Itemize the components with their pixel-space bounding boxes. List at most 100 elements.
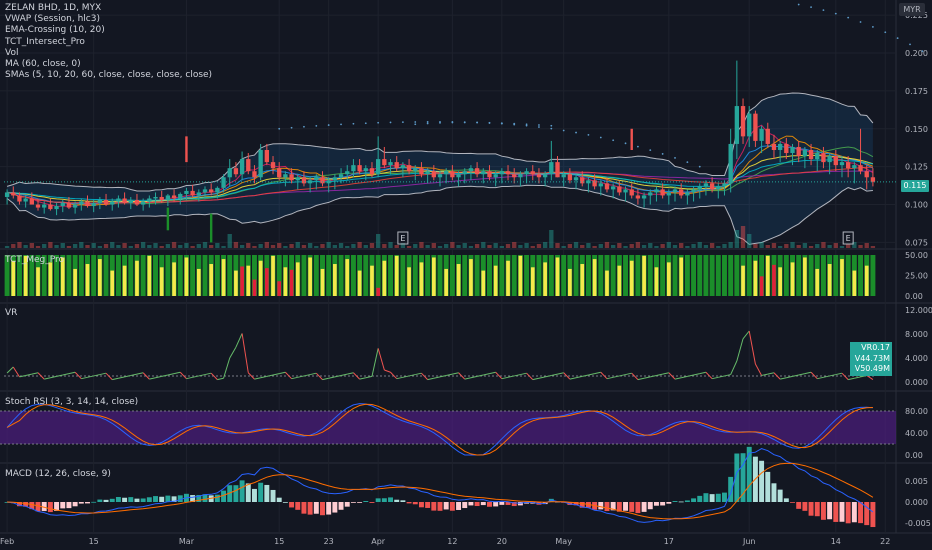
vr-readout: VR0.17 V44.73M V50.49M — [850, 342, 892, 376]
vr-pane-label[interactable]: VR — [5, 308, 18, 318]
vr-line-segment — [99, 372, 107, 376]
macd-histogram-bar — [381, 498, 387, 502]
volume-bar — [864, 243, 869, 248]
vwap-dot — [587, 134, 590, 136]
x-tick-label: 23 — [324, 537, 334, 546]
meg-bar — [858, 255, 864, 296]
volume-bar — [103, 244, 109, 248]
candle-body — [796, 146, 801, 157]
meg-bar — [16, 255, 22, 296]
candle-body — [128, 200, 133, 204]
meg-red-bar — [376, 287, 381, 296]
volume-bar — [542, 242, 548, 248]
candle-body — [42, 204, 47, 208]
macd-histogram-bar — [641, 502, 647, 512]
vr-line-segment — [742, 330, 750, 340]
intersect-marker — [166, 207, 170, 231]
volume-bar — [79, 242, 84, 248]
macd-histogram-bar — [78, 502, 84, 504]
macd-histogram-bar — [165, 495, 171, 502]
candle-body — [518, 174, 523, 178]
vwap-dot — [476, 121, 479, 124]
meg-bar — [820, 255, 826, 296]
macd-histogram-bar — [307, 502, 313, 515]
vr-line-segment — [173, 371, 181, 375]
legend-indicator-ma[interactable]: MA (60, close, 0) — [5, 59, 81, 70]
meg-yellow-bar — [741, 265, 745, 296]
vr-line-segment — [551, 373, 558, 376]
legend-indicator-vwap[interactable]: VWAP (Session, hlc3) — [5, 14, 100, 25]
vwap-dot — [624, 142, 627, 145]
volume-bar — [196, 244, 201, 248]
candle-body — [530, 171, 535, 175]
volume-bar — [666, 242, 671, 248]
vr-line-segment — [754, 363, 763, 376]
candle-body — [153, 196, 158, 199]
legend-indicator-smas[interactable]: SMAs (5, 10, 20, 60, close, close, close… — [5, 70, 213, 81]
meg-bar — [202, 255, 208, 296]
x-tick-label: 15 — [89, 537, 99, 546]
volume-bar — [555, 243, 560, 248]
volume-bar — [110, 242, 115, 248]
vwap-dot — [810, 6, 812, 9]
vr-line-segment — [507, 375, 515, 378]
vr-line-segment — [699, 371, 707, 375]
x-tick-label: 15 — [274, 537, 284, 546]
candle-body — [759, 128, 764, 141]
meg-yellow-bar — [617, 265, 622, 296]
volume-bar — [159, 246, 164, 248]
vr-line-segment — [841, 372, 849, 380]
currency-badge[interactable]: MYR — [899, 3, 925, 16]
x-tick-label: Mar — [179, 537, 195, 546]
volume-bar — [283, 246, 288, 248]
macd-histogram-bar — [276, 497, 282, 502]
volume-bar — [654, 246, 659, 248]
candle-body — [196, 192, 201, 196]
meg-bar — [709, 255, 715, 296]
meg-bar — [437, 255, 443, 296]
vr-line-segment — [786, 375, 793, 379]
volume-bar — [116, 245, 121, 248]
legend-indicator-tct-intersect[interactable]: TCT_Intersect_Pro — [5, 36, 85, 47]
volume-bar — [444, 244, 449, 248]
candle-body — [171, 195, 177, 199]
vr-line-segment — [712, 376, 719, 380]
stoch-tick-label: 80.00 — [905, 407, 928, 416]
macd-pane-label[interactable]: MACD (12, 26, close, 9) — [5, 469, 111, 479]
candle-body — [580, 177, 585, 184]
vwap-dot — [637, 145, 639, 148]
macd-histogram-bar — [796, 502, 802, 509]
meg-yellow-bar — [345, 259, 350, 296]
vwap-dot — [674, 157, 676, 159]
vwap-dot — [513, 123, 516, 126]
macd-histogram-bar — [326, 502, 332, 515]
volume-bar — [747, 234, 752, 248]
meg-yellow-bar — [530, 267, 535, 296]
intersect-marker — [209, 213, 213, 243]
volume-bar — [369, 243, 375, 248]
vr-line-segment — [74, 371, 82, 380]
candle-body — [134, 200, 140, 205]
volume-bar — [679, 243, 684, 248]
vr-line-segment — [81, 376, 88, 380]
meg-bar — [338, 255, 344, 296]
candle-body — [147, 198, 152, 202]
volume-bar — [221, 246, 226, 248]
volume-bar — [617, 243, 622, 248]
candle-body — [468, 168, 474, 172]
vr-line-segment — [12, 366, 20, 378]
candle-body — [462, 171, 467, 175]
legend-indicator-ema-crossing[interactable]: EMA-Crossing (10, 20) — [5, 25, 105, 36]
vwap-dot — [463, 121, 466, 124]
meg-bar — [573, 255, 579, 296]
earnings-marker-box — [842, 231, 854, 245]
meg-pane-label[interactable]: TCT_Meg_Pro — [5, 255, 65, 265]
candle-body — [777, 143, 783, 150]
volume-bar — [239, 245, 245, 248]
volume-bar — [425, 245, 430, 248]
volume-bar — [487, 245, 492, 248]
stoch-pane-label[interactable]: Stoch RSI (3, 3, 14, 14, close) — [5, 397, 139, 407]
legend-indicator-vol[interactable]: Vol — [5, 47, 19, 58]
candle-body — [202, 189, 208, 193]
meg-bar — [845, 255, 851, 296]
